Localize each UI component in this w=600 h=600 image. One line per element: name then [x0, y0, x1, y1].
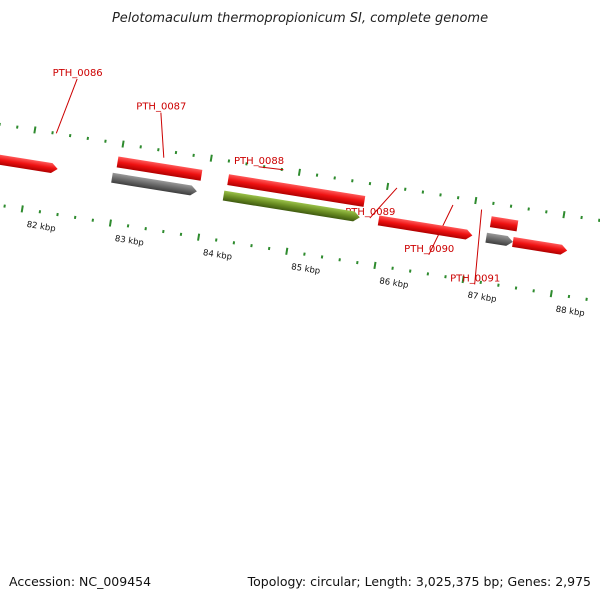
grey-feature-block[interactable]	[485, 232, 513, 247]
kbp-label: 87 kbp	[467, 291, 497, 305]
gene-arrow[interactable]	[489, 216, 519, 232]
gene-arrow[interactable]	[377, 215, 473, 240]
kbp-label: 88 kbp	[555, 305, 585, 319]
upper-tick	[474, 196, 478, 205]
gene-arrow[interactable]	[227, 174, 366, 207]
lower-tick	[461, 275, 465, 284]
lower-tick	[20, 205, 24, 213]
kbp-label-layer: 82 kbp 83 kbp 84 kbp 85 kbp 86 kbp 87 kbp 88 k…	[26, 220, 586, 319]
upper-tick	[209, 154, 213, 162]
gene-label[interactable]: PTH_0090	[404, 244, 454, 255]
upper-tick	[562, 211, 566, 219]
gene-arrow[interactable]	[512, 236, 568, 256]
upper-tick	[33, 126, 37, 134]
gene-leader-line	[369, 187, 398, 219]
lower-tick	[197, 233, 201, 241]
gene-label[interactable]: PTH_0088	[234, 156, 284, 167]
gene-label[interactable]: PTH_0086	[53, 68, 103, 79]
map-title: Pelotomaculum thermopropionicum SI, comp…	[112, 11, 488, 26]
gene-arrow[interactable]	[116, 156, 203, 181]
gene-label[interactable]: PTH_0091	[450, 273, 500, 284]
gene-label[interactable]: PTH_0089	[345, 207, 395, 218]
lower-tick	[373, 261, 377, 270]
kbp-label: 85 kbp	[290, 262, 320, 276]
kbp-label: 83 kbp	[114, 234, 144, 248]
gene-arrow[interactable]	[0, 154, 58, 174]
gene-leader-line	[258, 166, 284, 171]
genome-summary-text: Topology: circular; Length: 3,025,375 bp…	[247, 574, 591, 589]
green-feature-block[interactable]	[222, 190, 361, 223]
upper-tick	[121, 140, 125, 148]
accession-text: Accession: NC_009454	[9, 574, 151, 589]
feature-layer	[0, 154, 568, 256]
lower-tick	[108, 219, 112, 227]
lower-tick	[549, 290, 553, 298]
kbp-label: 86 kbp	[379, 276, 409, 290]
gene-label[interactable]: PTH_0087	[136, 102, 186, 113]
kbp-label: 84 kbp	[202, 248, 232, 262]
kbp-label: 82 kbp	[26, 220, 56, 234]
lower-tick	[285, 247, 289, 255]
gene-leader-line	[160, 112, 165, 158]
upper-tick	[297, 168, 301, 176]
upper-tick	[386, 182, 390, 191]
tick-layer	[0, 122, 600, 301]
genome-track: PTH_0086 PTH_0087 PTH_0088 PTH_0089 PTH_0090…	[0, 68, 600, 319]
sequence-backbone	[0, 161, 600, 278]
gene-label-layer: PTH_0086 PTH_0087 PTH_0088 PTH_0089 PTH_0090…	[53, 68, 500, 285]
gene-leader-line	[55, 78, 78, 134]
grey-feature-block[interactable]	[111, 172, 197, 196]
